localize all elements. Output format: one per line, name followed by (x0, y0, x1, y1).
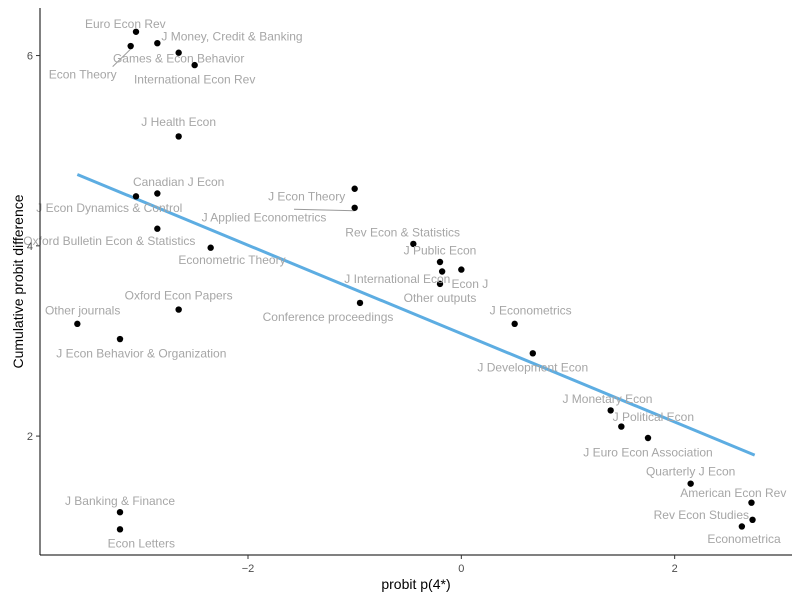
data-point (127, 42, 134, 50)
point-label: Rev Econ & Statistics (345, 226, 460, 240)
data-point (436, 258, 444, 266)
x-axis-title: probit p(4*) (381, 576, 450, 592)
point-label: International Econ Rev (134, 72, 255, 86)
point-label: Games & Econ Behavior (113, 51, 244, 65)
label-leader-line (293, 208, 355, 212)
data-point (529, 350, 536, 357)
point-label: J Applied Econometrics (202, 210, 327, 224)
point-label: Econ Theory (49, 68, 117, 82)
label-leader-line (112, 48, 132, 67)
point-label: J Banking & Finance (65, 494, 175, 508)
point-label: J Econ Behavior & Organization (56, 346, 226, 360)
point-label: Econometrica (707, 532, 781, 546)
data-point (438, 268, 446, 275)
data-point (207, 244, 214, 251)
data-point (748, 499, 755, 506)
point-label: Other outputs (404, 291, 477, 305)
data-point (749, 516, 756, 524)
axes (39, 8, 792, 556)
y-tick-label: 6 (27, 51, 33, 63)
data-point (351, 185, 358, 192)
y-axis-title: Cumulative probit difference (10, 194, 26, 368)
point-label: Econometric Theory (178, 253, 285, 267)
data-point (644, 434, 652, 442)
point-label: J Econometrics (490, 304, 572, 318)
data-point (132, 193, 140, 200)
data-point (738, 523, 746, 530)
data-point (351, 204, 358, 211)
data-point (74, 320, 81, 328)
point-label: J Econ Dynamics & Control (36, 201, 182, 215)
point-label: Oxford Econ Papers (125, 288, 233, 302)
data-point (116, 508, 124, 516)
point-label: J Money, Credit & Banking (161, 30, 302, 44)
point-label: J Political Econ (613, 410, 694, 424)
data-point (687, 480, 694, 487)
point-label: Oxford Bulletin Econ & Statistics (23, 234, 195, 248)
points-layer (74, 28, 756, 533)
point-label: American Econ Rev (680, 486, 786, 500)
data-point (154, 190, 161, 197)
x-tick-label: 2 (672, 563, 678, 575)
point-label: Conference proceedings (263, 310, 394, 324)
point-label: Euro Econ Rev (85, 17, 166, 31)
point-label: Econ J (452, 277, 489, 291)
data-point (356, 299, 364, 307)
data-point (154, 225, 161, 232)
regression-line (76, 173, 756, 457)
data-point (607, 407, 614, 414)
data-point (132, 28, 140, 35)
point-label: Quarterly J Econ (646, 464, 735, 478)
data-point (191, 61, 198, 69)
point-label: Other journals (45, 304, 120, 318)
tick-marks: −2 0 2 2 4 6 (27, 51, 678, 575)
point-label: J Public Econ (404, 244, 477, 258)
leader-lines (112, 48, 355, 212)
point-label: J Development Econ (477, 361, 588, 375)
data-point (154, 39, 161, 47)
point-label: J Euro Econ Association (583, 445, 712, 459)
data-point (175, 306, 182, 313)
y-tick-label: 2 (27, 431, 33, 443)
point-label: J International Econ (344, 272, 450, 286)
data-point (436, 280, 444, 288)
point-label: Rev Econ Studies (654, 508, 749, 522)
point-label: J Health Econ (141, 115, 216, 129)
data-point (410, 240, 417, 248)
x-tick-label: 0 (458, 563, 464, 575)
data-point (116, 526, 124, 533)
data-point (175, 49, 182, 56)
x-tick-label: −2 (242, 563, 255, 575)
data-point (618, 423, 625, 430)
data-point (458, 266, 465, 273)
fit-line-layer (76, 173, 756, 457)
point-label: J Econ Theory (268, 189, 345, 203)
point-label: Econ Letters (108, 537, 175, 551)
data-point (116, 335, 124, 343)
data-point (511, 320, 518, 328)
data-point (175, 133, 182, 140)
y-tick-label: 4 (27, 241, 33, 253)
point-label: Canadian J Econ (133, 175, 224, 189)
point-label: J Monetary Econ (562, 392, 652, 406)
